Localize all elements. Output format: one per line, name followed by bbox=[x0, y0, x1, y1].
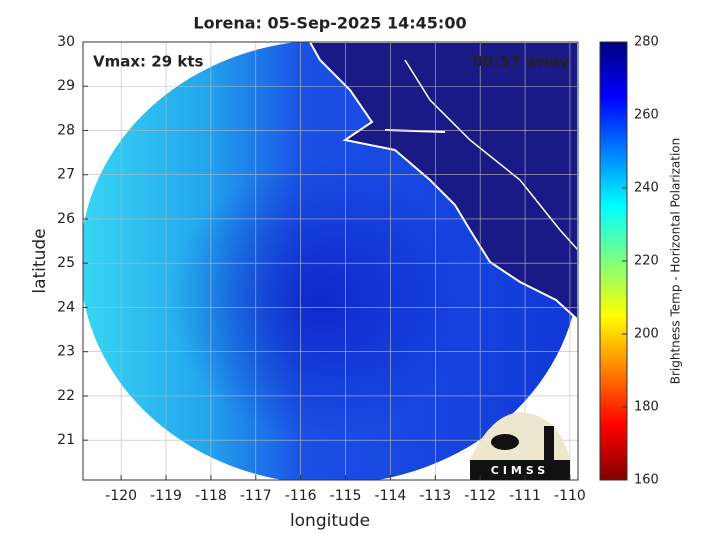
logo: CIMSS bbox=[470, 412, 570, 480]
x-tick-label: -110 bbox=[554, 488, 586, 504]
x-tick-label: -115 bbox=[330, 488, 362, 504]
y-tick-label: 21 bbox=[57, 432, 75, 448]
y-tick-label: 28 bbox=[57, 122, 75, 138]
annotation: 00:57 away bbox=[473, 53, 570, 71]
logo-tower bbox=[544, 426, 554, 460]
colorbar-tick-label: 200 bbox=[634, 327, 659, 342]
x-tick-label: -118 bbox=[195, 488, 227, 504]
logo-dish bbox=[491, 434, 519, 450]
x-tick-label: -117 bbox=[240, 488, 272, 504]
plot-frame bbox=[82, 41, 579, 481]
colorbar-tick-label: 220 bbox=[634, 254, 659, 269]
y-tick-label: 22 bbox=[57, 388, 75, 404]
x-tick-label: -120 bbox=[105, 488, 137, 504]
colorbar-tick-label: 280 bbox=[634, 35, 659, 50]
x-tick-label: -111 bbox=[509, 488, 541, 504]
x-tick-label: -116 bbox=[285, 488, 317, 504]
swath-image bbox=[83, 42, 578, 480]
grid bbox=[83, 41, 578, 480]
colorbar-tick-label: 240 bbox=[634, 181, 659, 196]
y-tick-label: 26 bbox=[57, 211, 75, 227]
annotation: Vmax: 29 kts bbox=[93, 53, 203, 71]
land bbox=[308, 42, 578, 322]
x-tick-label: -119 bbox=[150, 488, 182, 504]
y-tick-label: 23 bbox=[57, 344, 75, 360]
colorbar-label: Brightness Temp - Horizontal Polarizatio… bbox=[669, 138, 683, 385]
storm-core bbox=[170, 160, 470, 440]
logo-text: CIMSS bbox=[491, 464, 549, 477]
logo-bar bbox=[470, 460, 570, 480]
colorbar-tick-label: 180 bbox=[634, 400, 659, 415]
x-axis-label: longitude bbox=[290, 511, 370, 531]
chart-title: Lorena: 05-Sep-2025 14:45:00 bbox=[193, 14, 466, 33]
x-tick-label: -113 bbox=[419, 488, 451, 504]
y-tick-label: 29 bbox=[57, 78, 75, 94]
x-tick-label: -112 bbox=[464, 488, 496, 504]
coastline bbox=[404, 59, 578, 251]
y-tick-label: 30 bbox=[57, 34, 75, 50]
y-tick-label: 27 bbox=[57, 167, 75, 183]
y-tick-label: 25 bbox=[57, 255, 75, 271]
x-tick-label: -114 bbox=[375, 488, 407, 504]
colorbar-tick-label: 260 bbox=[634, 108, 659, 123]
colorbar-tick-label: 160 bbox=[634, 473, 659, 488]
y-axis-label: latitude bbox=[30, 228, 50, 293]
y-tick-label: 24 bbox=[57, 299, 75, 315]
